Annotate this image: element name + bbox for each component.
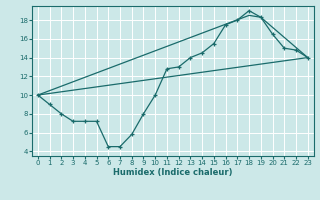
X-axis label: Humidex (Indice chaleur): Humidex (Indice chaleur) (113, 168, 233, 177)
